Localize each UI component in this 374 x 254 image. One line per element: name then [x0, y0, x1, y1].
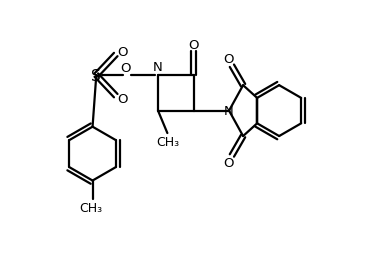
Text: CH₃: CH₃	[79, 201, 102, 214]
Text: O: O	[117, 93, 128, 106]
Text: N: N	[224, 105, 234, 118]
Text: O: O	[188, 38, 199, 51]
Text: O: O	[120, 62, 131, 75]
Text: S: S	[91, 68, 101, 83]
Text: O: O	[223, 156, 233, 169]
Text: N: N	[153, 61, 163, 74]
Text: O: O	[117, 46, 128, 59]
Text: CH₃: CH₃	[157, 135, 180, 148]
Text: O: O	[223, 53, 233, 66]
